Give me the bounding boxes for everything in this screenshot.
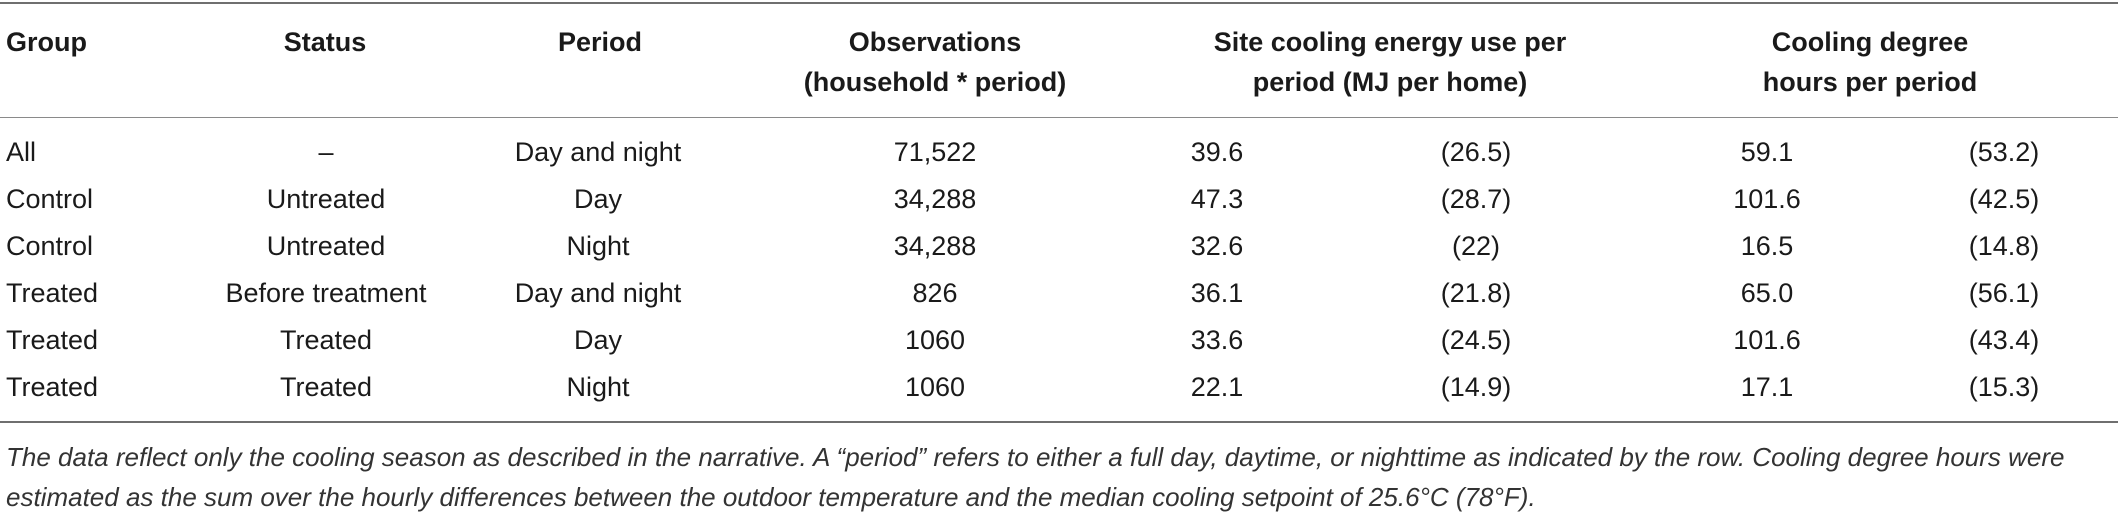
cell-energy-sd: (26.5) [1440, 137, 1512, 167]
header-site-cooling-line1: Site cooling energy use per [1213, 27, 1567, 57]
cell-period: Day and night [514, 137, 682, 167]
cell-cdh-sd: (42.5) [1968, 184, 2040, 214]
cell-cdh-sd: (14.8) [1968, 231, 2040, 261]
cell-observations: 34,288 [893, 184, 977, 214]
cell-energy-sd: (22) [1451, 231, 1501, 261]
header-observations: Observations (household * period) [760, 22, 1110, 102]
header-observations-line1: Observations [848, 27, 1022, 57]
cell-period: Day [573, 325, 623, 355]
table-top-rule [0, 2, 2118, 4]
cell-cdh-mean: 59.1 [1740, 137, 1794, 167]
header-rule [0, 117, 2118, 118]
cell-cdh-sd: (43.4) [1968, 325, 2040, 355]
cell-energy-mean: 36.1 [1190, 278, 1244, 308]
cell-cdh-mean: 101.6 [1733, 325, 1801, 355]
cell-group: All [6, 137, 37, 167]
cell-cdh-mean: 65.0 [1740, 278, 1794, 308]
cell-observations: 1060 [904, 372, 966, 402]
cell-energy-mean: 39.6 [1190, 137, 1244, 167]
cell-period: Night [566, 372, 630, 402]
cell-cdh-mean: 16.5 [1740, 231, 1794, 261]
table-footnote: The data reflect only the cooling season… [6, 442, 2065, 512]
cell-energy-sd: (24.5) [1440, 325, 1512, 355]
cell-group: Control [6, 231, 94, 261]
cell-energy-mean: 33.6 [1190, 325, 1244, 355]
cell-energy-mean: 47.3 [1190, 184, 1244, 214]
cell-group: Control [6, 184, 94, 214]
cell-observations: 71,522 [893, 137, 977, 167]
cell-status: Untreated [266, 184, 386, 214]
cell-group: Treated [6, 325, 99, 355]
table-bottom-rule [0, 421, 2118, 423]
cell-group: Treated [6, 372, 99, 402]
cell-cdh-sd: (56.1) [1968, 278, 2040, 308]
cell-cdh-sd: (53.2) [1968, 137, 2040, 167]
cell-energy-sd: (14.9) [1440, 372, 1512, 402]
cell-cdh-sd: (15.3) [1968, 372, 2040, 402]
header-site-cooling-line2: period (MJ per home) [1252, 67, 1528, 97]
cell-energy-sd: (21.8) [1440, 278, 1512, 308]
header-cooling-degree-line2: hours per period [1762, 67, 1978, 97]
cell-status: Treated [279, 325, 373, 355]
cell-period: Day [573, 184, 623, 214]
cell-cdh-mean: 17.1 [1740, 372, 1794, 402]
header-group: Group [6, 27, 87, 57]
header-cooling-degree-line1: Cooling degree [1771, 27, 1969, 57]
cell-status: Untreated [266, 231, 386, 261]
header-observations-line2: (household * period) [803, 67, 1067, 97]
cell-observations: 34,288 [893, 231, 977, 261]
header-site-cooling: Site cooling energy use per period (MJ p… [1160, 22, 1620, 102]
cell-period: Night [566, 231, 630, 261]
cell-observations: 826 [912, 278, 958, 308]
cell-cdh-mean: 101.6 [1733, 184, 1801, 214]
cell-observations: 1060 [904, 325, 966, 355]
header-status: Status [283, 27, 367, 57]
header-cooling-degree: Cooling degree hours per period [1690, 22, 2050, 102]
cell-status: – [318, 137, 334, 167]
cell-status: Treated [279, 372, 373, 402]
cell-status: Before treatment [225, 278, 427, 308]
cell-energy-mean: 32.6 [1190, 231, 1244, 261]
header-period: Period [557, 27, 643, 57]
cell-energy-mean: 22.1 [1190, 372, 1244, 402]
cell-energy-sd: (28.7) [1440, 184, 1512, 214]
cell-period: Day and night [514, 278, 682, 308]
cell-group: Treated [6, 278, 99, 308]
